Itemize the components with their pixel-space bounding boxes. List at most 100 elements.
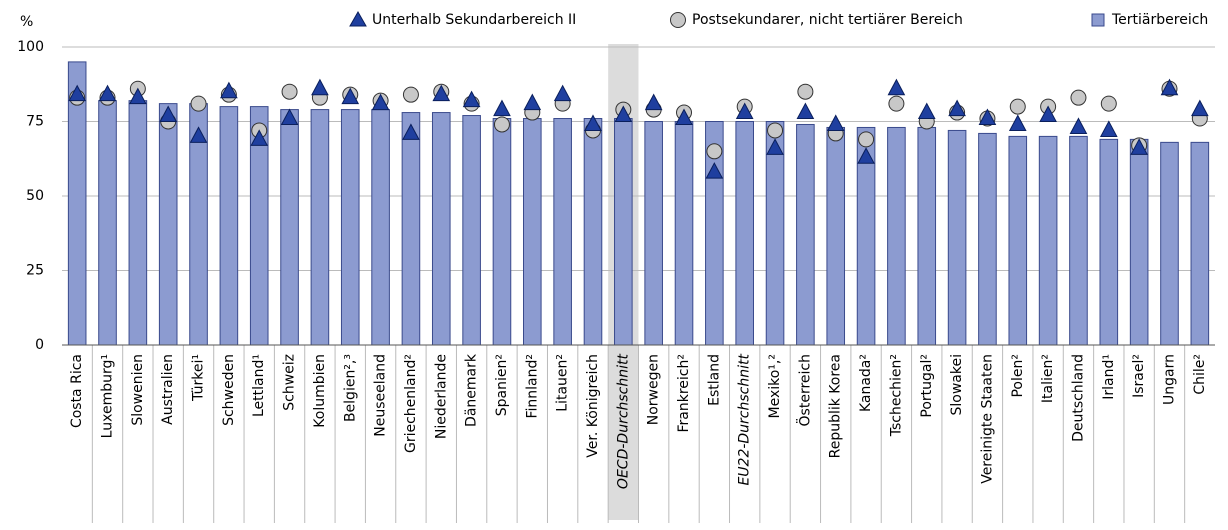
triangle-marker bbox=[1039, 105, 1057, 123]
bar bbox=[735, 121, 754, 346]
triangle-marker bbox=[705, 162, 724, 179]
triangle-marker bbox=[1160, 78, 1179, 96]
x-tick-label: Kolumbien bbox=[312, 354, 328, 428]
bar bbox=[583, 118, 603, 346]
circle-marker bbox=[281, 83, 298, 100]
x-tick-label: Niederlande bbox=[433, 354, 449, 439]
bar bbox=[674, 121, 694, 346]
triangle-marker bbox=[159, 105, 178, 123]
y-tick-label: 50 bbox=[26, 188, 44, 204]
x-tick-label: Frankreich² bbox=[676, 354, 692, 432]
triangle-marker bbox=[644, 93, 663, 111]
x-tick-label: Italien² bbox=[1040, 354, 1056, 403]
bar bbox=[340, 109, 360, 346]
bar bbox=[644, 121, 663, 346]
bar bbox=[280, 109, 299, 346]
bar bbox=[796, 123, 815, 346]
x-tick-label: Republik Korea bbox=[828, 354, 844, 458]
circle-marker bbox=[1070, 89, 1087, 106]
x-tick-label: Irland¹ bbox=[1101, 354, 1117, 400]
x-tick-label: EU22-Durchschnitt bbox=[737, 353, 753, 485]
triangle-marker bbox=[857, 147, 875, 164]
triangle-marker bbox=[887, 78, 906, 96]
bar bbox=[765, 121, 785, 346]
triangle-marker bbox=[614, 105, 633, 123]
triangle-marker bbox=[948, 99, 966, 117]
triangle-marker bbox=[432, 84, 451, 102]
x-tick-label: Neuseeland bbox=[373, 354, 389, 437]
bar bbox=[1129, 138, 1149, 346]
x-tick-label: Vereinigte Staaten bbox=[979, 354, 995, 484]
triangle-marker bbox=[371, 93, 390, 111]
triangle-marker bbox=[462, 90, 481, 108]
legend-marker bbox=[1091, 13, 1105, 27]
x-tick-label: Chile² bbox=[1192, 354, 1208, 395]
x-tick-label: Estland bbox=[706, 354, 722, 406]
x-tick-label: Kanada² bbox=[858, 354, 874, 412]
bar bbox=[523, 118, 542, 346]
triangle-marker bbox=[129, 87, 147, 105]
x-tick-label: Ver. Königreich bbox=[585, 354, 601, 458]
triangle-marker bbox=[250, 129, 269, 146]
y-tick-label: 25 bbox=[26, 263, 44, 279]
bar bbox=[826, 126, 846, 346]
triangle-marker bbox=[523, 93, 542, 111]
circle-marker bbox=[190, 95, 207, 112]
triangle-marker bbox=[1069, 117, 1088, 134]
x-tick-label: Türkei¹ bbox=[191, 354, 207, 402]
x-tick-label: Spanien² bbox=[494, 354, 510, 416]
x-tick-label: Dänemark bbox=[464, 353, 480, 427]
triangle-marker bbox=[584, 114, 602, 131]
legend-marker bbox=[670, 12, 686, 28]
triangle-marker bbox=[553, 84, 572, 102]
bar bbox=[887, 126, 906, 346]
x-tick-label: Belgien²,³ bbox=[342, 354, 358, 422]
x-tick-label: Ungarn bbox=[1161, 354, 1177, 405]
bar bbox=[128, 100, 148, 346]
triangle-marker bbox=[826, 114, 845, 131]
circle-marker bbox=[1009, 98, 1026, 115]
x-tick-label: Norwegen bbox=[646, 354, 662, 425]
triangle-marker bbox=[917, 102, 936, 120]
bar bbox=[1008, 135, 1028, 346]
bar bbox=[219, 106, 239, 346]
y-axis-label: % bbox=[20, 14, 33, 30]
triangle-marker bbox=[493, 99, 511, 117]
bar bbox=[947, 129, 967, 346]
circle-marker bbox=[797, 83, 814, 100]
x-tick-label: Polen² bbox=[1010, 354, 1026, 398]
x-tick-label: Costa Rica bbox=[69, 354, 85, 428]
x-tick-label: Deutschland bbox=[1070, 354, 1086, 442]
x-tick-label: Schweden bbox=[221, 354, 237, 426]
bar bbox=[158, 103, 178, 346]
triangle-marker bbox=[280, 108, 299, 126]
triangle-marker bbox=[1130, 138, 1148, 155]
triangle-marker bbox=[1190, 99, 1209, 117]
x-tick-label: Österreich bbox=[795, 354, 813, 426]
x-tick-label: Israel² bbox=[1131, 354, 1147, 398]
circle-marker bbox=[706, 143, 723, 160]
x-tick-label: Lettland¹ bbox=[251, 354, 267, 417]
bar bbox=[917, 126, 937, 346]
bar bbox=[462, 115, 481, 346]
bar bbox=[614, 118, 633, 346]
bar bbox=[371, 109, 390, 346]
bar bbox=[1160, 141, 1179, 346]
x-tick-label: Luxemburg¹ bbox=[100, 354, 116, 438]
triangle-marker bbox=[98, 84, 117, 102]
legend-label: Unterhalb Sekundarbereich II bbox=[372, 12, 576, 28]
triangle-marker bbox=[311, 78, 329, 96]
triangle-marker bbox=[402, 123, 420, 140]
x-tick-label: Tschechien² bbox=[888, 354, 904, 437]
y-tick-label: 0 bbox=[35, 337, 44, 353]
triangle-marker bbox=[68, 84, 87, 102]
bar bbox=[1038, 135, 1058, 346]
bar bbox=[431, 112, 451, 346]
bar bbox=[1069, 135, 1088, 346]
triangle-marker bbox=[675, 108, 693, 126]
circle-marker bbox=[493, 116, 510, 133]
triangle-marker bbox=[341, 87, 360, 105]
x-tick-label: Finnland² bbox=[524, 354, 540, 419]
x-tick-label: Portugal² bbox=[919, 354, 935, 418]
